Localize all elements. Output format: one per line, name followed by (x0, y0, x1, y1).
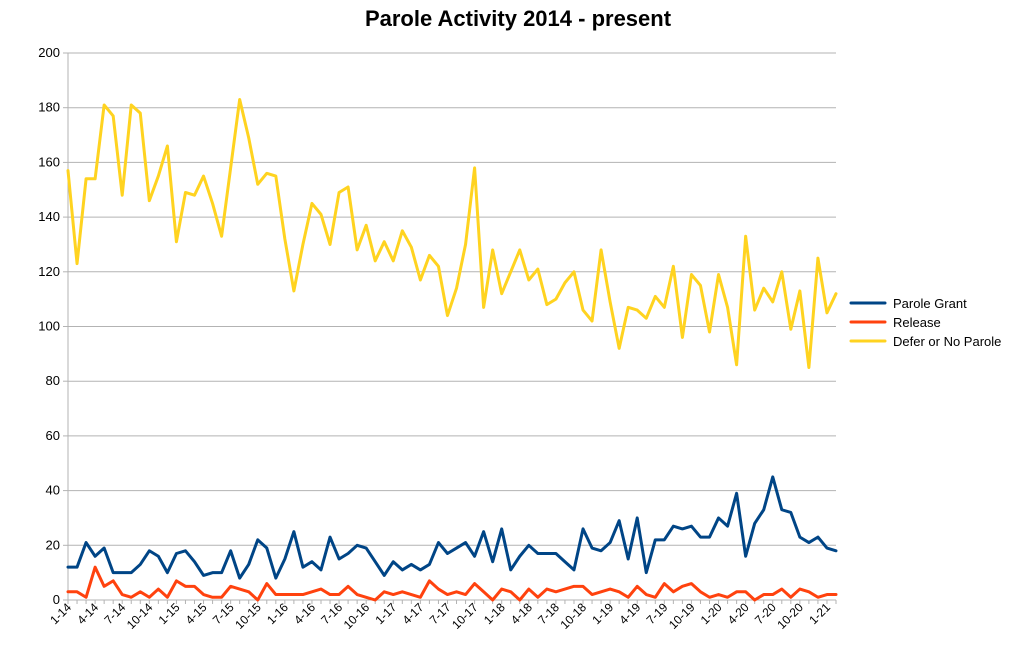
legend: Parole Grant Release Defer or No Parole (849, 296, 1001, 349)
legend-label: Parole Grant (893, 296, 967, 311)
chart-title: Parole Activity 2014 - present (365, 6, 672, 31)
x-tick-label: 1-19 (589, 600, 616, 627)
legend-label: Release (893, 315, 941, 330)
y-tick-label: 200 (38, 45, 60, 60)
x-tick-label: 4-19 (616, 600, 643, 627)
y-tick-label: 180 (38, 100, 60, 115)
y-tick-label: 0 (53, 592, 60, 607)
x-tick-label: 10-19 (666, 600, 698, 632)
x-tick-label: 1-20 (698, 600, 725, 627)
y-tick-label: 120 (38, 264, 60, 279)
series-line-defer-or-no-parole (66, 98, 838, 370)
x-tick-label: 1-15 (156, 600, 183, 627)
x-tick-label: 4-14 (74, 600, 101, 627)
x-tick-label: 1-14 (47, 600, 74, 627)
x-tick-label: 10-16 (341, 600, 373, 632)
y-tick-label: 160 (38, 154, 60, 169)
y-axis-ticks: 0 20 40 60 80 100 120 140 160 180 200 (38, 45, 68, 607)
x-tick-label: 4-17 (400, 600, 427, 627)
x-tick-label: 4-16 (291, 600, 318, 627)
x-tick-label: 1-18 (481, 600, 508, 627)
x-tick-label: 10-14 (124, 600, 156, 632)
y-tick-label: 140 (38, 209, 60, 224)
x-tick-label: 4-20 (725, 600, 752, 627)
x-tick-label: 4-18 (508, 600, 535, 627)
gridlines (68, 52, 836, 601)
x-tick-label: 10-18 (558, 600, 590, 632)
y-tick-label: 80 (46, 373, 60, 388)
series-line-parole-grant (66, 475, 838, 580)
x-tick-label: 10-17 (449, 600, 481, 632)
legend-label: Defer or No Parole (893, 334, 1001, 349)
x-tick-label: 10-20 (774, 600, 806, 632)
y-tick-label: 60 (46, 428, 60, 443)
series-line-release (66, 565, 838, 602)
y-tick-label: 40 (46, 483, 60, 498)
x-tick-label: 4-15 (183, 600, 210, 627)
y-tick-label: 100 (38, 319, 60, 334)
x-tick-label: 1-16 (264, 600, 291, 627)
x-tick-label: 1-17 (372, 600, 399, 627)
y-tick-label: 20 (46, 537, 60, 552)
x-tick-label: 1-21 (806, 600, 833, 627)
plot-area (66, 98, 838, 602)
x-tick-label: 10-15 (232, 600, 264, 632)
